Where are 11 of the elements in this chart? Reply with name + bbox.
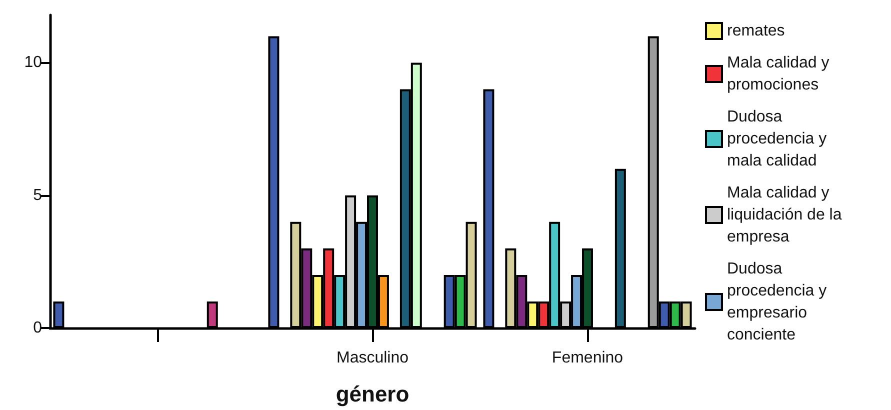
legend-label: Mala calidad y liquidación de la empresa: [727, 184, 846, 246]
legend-label: remates: [727, 22, 785, 40]
x-tick-label: Femenino: [552, 350, 624, 366]
x-axis-title: género: [336, 382, 410, 406]
y-tick-label: 10: [24, 54, 42, 72]
legend-label: Mala calidad y promociones: [727, 54, 834, 94]
legend-label: Dudosa procedencia y empresario conciente: [727, 260, 832, 344]
x-tick-label: Masculino: [336, 350, 409, 366]
y-tick-label: 5: [33, 186, 42, 204]
legend-label: Dudosa procedencia y mala calidad: [727, 108, 832, 170]
y-tick-label: 0: [33, 320, 42, 336]
